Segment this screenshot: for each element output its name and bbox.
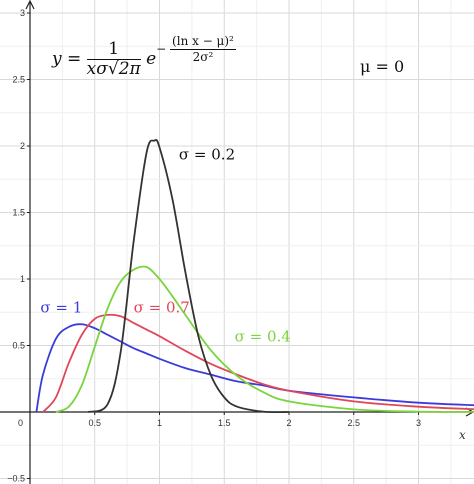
exp-numerator: (ln x − μ)² [170, 34, 236, 50]
formula-exponent: − (ln x − μ)² 2σ² [156, 34, 236, 65]
tick-labels: 0.5 1 1.5 2 2.5 3 −0.5 0.5 1 1.5 2 2.5 3 0 x [7, 8, 466, 484]
formula-base: e [146, 49, 157, 69]
formula-lhs: y = [52, 49, 82, 69]
y-tick-label: 2.5 [12, 75, 25, 85]
y-tick-label: 3 [20, 8, 25, 18]
x-tick-label: 3 [416, 418, 421, 428]
x-tick-label: 1.5 [218, 418, 231, 428]
pdf-formula: y = 1 xσ√2π e − (ln x − μ)² 2σ² [52, 34, 236, 79]
y-axis-arrow [25, 0, 35, 10]
x-tick-label: 0.5 [88, 418, 101, 428]
annotation-sigma-1: σ = 1 [40, 298, 82, 316]
x-tick-label: 2 [286, 418, 291, 428]
annotation-sigma-0.7: σ = 0.7 [134, 298, 190, 316]
exp-denominator: 2σ² [192, 50, 214, 64]
x-tick-label: 2.5 [347, 418, 360, 428]
y-tick-label: 0.5 [12, 341, 25, 351]
y-tick-label: 1 [20, 274, 25, 284]
mu-label: μ = 0 [360, 57, 405, 76]
curve-sigma-0.7 [42, 313, 474, 413]
origin-label: 0 [18, 418, 23, 428]
y-tick-label: 1.5 [12, 208, 25, 218]
y-tick-label: −0.5 [7, 474, 25, 484]
curve-sigma-0.2 [87, 138, 290, 414]
x-axis-label: x [459, 428, 466, 442]
y-tick-label: 2 [20, 141, 25, 151]
exp-sign: − [156, 42, 167, 56]
coef-denominator: xσ√2π [86, 59, 141, 79]
curve-sigma-0.4 [55, 265, 474, 413]
formula-coefficient: 1 xσ√2π [86, 40, 141, 79]
x-tick-label: 1 [157, 418, 162, 428]
series-curves [35, 138, 474, 414]
annotation-sigma-0.4: σ = 0.4 [235, 328, 291, 346]
curve-annotations: σ = 0.2 σ = 1 σ = 0.7 σ = 0.4 [40, 145, 290, 345]
coef-numerator: 1 [86, 40, 141, 60]
annotation-sigma-0.2: σ = 0.2 [179, 145, 235, 163]
